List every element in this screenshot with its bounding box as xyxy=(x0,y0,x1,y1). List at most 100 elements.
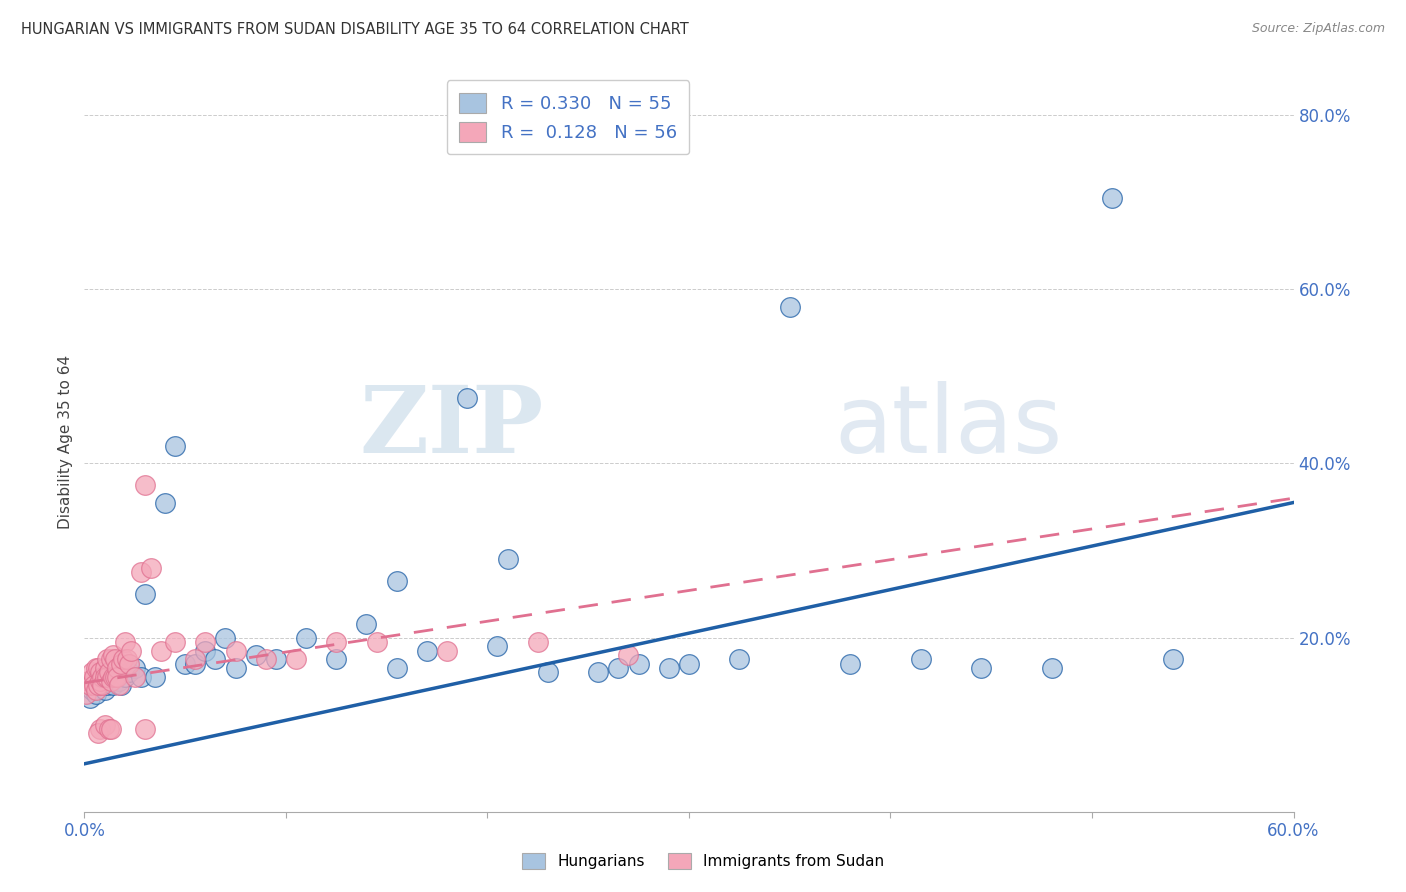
Point xyxy=(87,726,110,740)
Point xyxy=(89,674,111,689)
Point xyxy=(295,631,318,645)
Point xyxy=(325,652,347,666)
Point xyxy=(82,682,104,697)
Point xyxy=(627,657,650,671)
Point xyxy=(100,652,122,666)
Point xyxy=(124,661,146,675)
Point xyxy=(214,631,236,645)
Point xyxy=(79,691,101,706)
Point xyxy=(120,643,142,657)
Point xyxy=(100,674,122,689)
Point xyxy=(366,635,388,649)
Point xyxy=(118,665,141,680)
Text: ZIP: ZIP xyxy=(360,382,544,472)
Y-axis label: Disability Age 35 to 64: Disability Age 35 to 64 xyxy=(58,354,73,529)
Point xyxy=(254,652,277,666)
Point xyxy=(245,648,267,662)
Point xyxy=(83,678,105,692)
Point xyxy=(1161,652,1184,666)
Point xyxy=(91,678,114,692)
Point xyxy=(436,643,458,657)
Point xyxy=(105,670,128,684)
Point xyxy=(153,495,176,509)
Point xyxy=(149,643,172,657)
Point xyxy=(165,635,187,649)
Point xyxy=(93,682,115,697)
Point xyxy=(104,652,127,666)
Point xyxy=(194,643,217,657)
Point xyxy=(970,661,993,675)
Point xyxy=(104,670,127,684)
Point xyxy=(87,674,110,689)
Point xyxy=(101,678,124,692)
Point xyxy=(97,722,120,736)
Point xyxy=(779,300,801,314)
Point xyxy=(134,478,156,492)
Point xyxy=(104,670,127,684)
Point xyxy=(107,674,129,689)
Point xyxy=(93,717,115,731)
Point xyxy=(678,657,700,671)
Point xyxy=(486,639,509,653)
Point xyxy=(416,643,439,657)
Point xyxy=(77,674,100,689)
Point xyxy=(75,687,97,701)
Point xyxy=(87,678,110,692)
Point xyxy=(91,675,114,690)
Point xyxy=(184,657,207,671)
Point xyxy=(91,670,114,684)
Point xyxy=(129,670,152,684)
Point xyxy=(139,561,162,575)
Point xyxy=(129,565,152,579)
Point xyxy=(114,635,136,649)
Point xyxy=(118,657,141,671)
Point xyxy=(89,678,111,692)
Point xyxy=(96,670,118,684)
Point xyxy=(96,652,118,666)
Legend: Hungarians, Immigrants from Sudan: Hungarians, Immigrants from Sudan xyxy=(516,847,890,875)
Text: HUNGARIAN VS IMMIGRANTS FROM SUDAN DISABILITY AGE 35 TO 64 CORRELATION CHART: HUNGARIAN VS IMMIGRANTS FROM SUDAN DISAB… xyxy=(21,22,689,37)
Point xyxy=(617,648,640,662)
Point xyxy=(194,635,217,649)
Point xyxy=(285,652,308,666)
Point xyxy=(101,648,124,662)
Point xyxy=(1040,661,1063,675)
Point xyxy=(115,652,138,666)
Point xyxy=(910,652,932,666)
Point xyxy=(96,678,118,692)
Point xyxy=(83,678,105,692)
Point xyxy=(184,652,207,666)
Point xyxy=(588,665,610,680)
Point xyxy=(86,687,108,701)
Point xyxy=(111,652,134,666)
Legend: R = 0.330   N = 55, R =  0.128   N = 56: R = 0.330 N = 55, R = 0.128 N = 56 xyxy=(447,80,689,154)
Point xyxy=(385,661,408,675)
Point xyxy=(86,682,108,697)
Point xyxy=(82,665,104,680)
Point xyxy=(97,665,120,680)
Point xyxy=(100,670,122,684)
Point xyxy=(93,661,115,675)
Point xyxy=(607,661,630,675)
Text: atlas: atlas xyxy=(834,381,1063,473)
Text: Source: ZipAtlas.com: Source: ZipAtlas.com xyxy=(1251,22,1385,36)
Point xyxy=(385,574,408,588)
Point xyxy=(93,670,115,684)
Point xyxy=(89,722,111,736)
Point xyxy=(83,670,105,684)
Point xyxy=(110,657,132,671)
Point xyxy=(174,657,197,671)
Point xyxy=(456,391,478,405)
Point xyxy=(89,665,111,680)
Point xyxy=(101,670,124,684)
Point xyxy=(264,652,287,666)
Point xyxy=(527,635,550,649)
Point xyxy=(225,643,247,657)
Point xyxy=(134,587,156,601)
Point xyxy=(79,678,101,692)
Point xyxy=(728,652,751,666)
Point xyxy=(105,665,128,680)
Point xyxy=(537,665,560,680)
Point xyxy=(87,661,110,675)
Point xyxy=(658,661,681,675)
